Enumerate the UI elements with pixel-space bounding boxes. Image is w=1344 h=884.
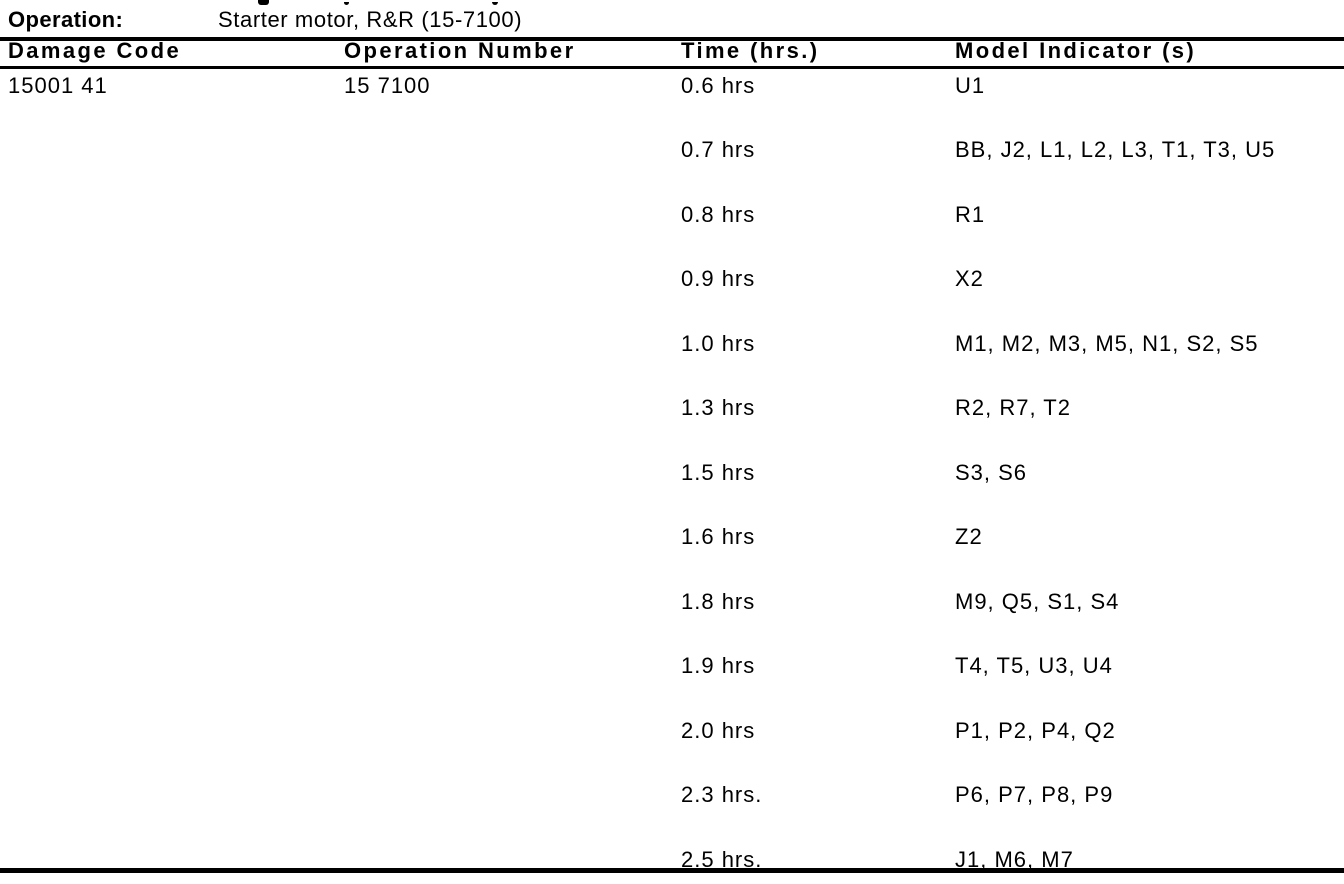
table-row: 1.8 hrs M9, Q5, S1, S4	[0, 588, 1344, 614]
cell-models: X2	[955, 266, 984, 291]
table-row: 0.9 hrs X2	[0, 268, 1344, 290]
table-bottom-rule	[0, 868, 1344, 873]
table-row: 0.8 hrs R1	[0, 201, 1344, 227]
cell-models: T4, T5, U3, U4	[955, 653, 1113, 678]
table-row: 2.5 hrs. J1, M6, M7	[0, 846, 1344, 872]
cell-models: U1	[955, 72, 986, 98]
column-header-model-indicators: Model Indicator (s)	[955, 38, 1197, 63]
cell-models: R1	[955, 201, 986, 227]
table-row: 2.0 hrs P1, P2, P4, Q2	[0, 717, 1344, 743]
cell-models: J1, M6, M7	[955, 846, 1074, 872]
cell-models: M9, Q5, S1, S4	[955, 588, 1120, 614]
cell-models: BB, J2, L1, L2, L3, T1, T3, U5	[955, 137, 1276, 162]
cell-time: 1.8 hrs	[681, 588, 756, 614]
table-row: 1.0 hrs M1, M2, M3, M5, N1, S2, S5	[0, 330, 1344, 356]
cell-time: 2.5 hrs.	[681, 846, 763, 872]
table-row: 1.6 hrs Z2	[0, 526, 1344, 548]
cell-operation-number: 15 7100	[344, 72, 431, 98]
cell-models: M1, M2, M3, M5, N1, S2, S5	[955, 330, 1259, 356]
table-row: 1.9 hrs T4, T5, U3, U4	[0, 655, 1344, 677]
cell-time: 0.6 hrs	[681, 72, 756, 98]
table-row: 15001 41 15 7100 0.6 hrs U1	[0, 72, 1344, 98]
cell-models: R2, R7, T2	[955, 395, 1071, 420]
cropped-descender-fragment	[258, 0, 269, 5]
cell-time: 1.9 hrs	[681, 653, 756, 678]
cell-time: 1.3 hrs	[681, 395, 756, 420]
cell-time: 2.0 hrs	[681, 717, 756, 743]
column-header-operation-number: Operation Number	[344, 38, 576, 63]
cell-models: P6, P7, P8, P9	[955, 782, 1114, 807]
operation-value: Starter motor, R&R (15-7100)	[218, 7, 523, 32]
cropped-descender-fragment	[492, 2, 498, 5]
cropped-descender-fragment	[344, 2, 349, 5]
cell-time: 2.3 hrs.	[681, 782, 763, 807]
cell-time: 0.9 hrs	[681, 266, 756, 291]
cell-models: S3, S6	[955, 459, 1028, 485]
table-row: 2.3 hrs. P6, P7, P8, P9	[0, 784, 1344, 806]
cell-time: 0.7 hrs	[681, 137, 756, 162]
cell-models: Z2	[955, 524, 983, 549]
column-header-time: Time (hrs.)	[681, 38, 820, 63]
cell-models: P1, P2, P4, Q2	[955, 717, 1116, 743]
table-row: 0.7 hrs BB, J2, L1, L2, L3, T1, T3, U5	[0, 139, 1344, 161]
cell-time: 1.6 hrs	[681, 524, 756, 549]
column-header-damage-code: Damage Code	[8, 38, 182, 63]
cell-damage-code: 15001 41	[8, 72, 108, 98]
header-divider-rule	[0, 66, 1344, 69]
table-row: 1.3 hrs R2, R7, T2	[0, 397, 1344, 419]
cell-time: 0.8 hrs	[681, 201, 756, 227]
cell-time: 1.0 hrs	[681, 330, 756, 356]
operation-label: Operation:	[8, 7, 124, 32]
table-header-row: Damage Code Operation Number Time (hrs.)…	[0, 40, 1344, 62]
operation-divider-rule	[0, 37, 1344, 41]
cell-time: 1.5 hrs	[681, 459, 756, 485]
table-row: 1.5 hrs S3, S6	[0, 459, 1344, 485]
